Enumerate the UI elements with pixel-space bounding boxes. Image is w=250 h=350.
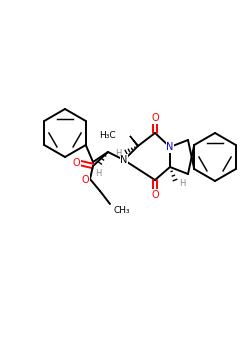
Text: H: H <box>116 148 122 158</box>
Text: N: N <box>120 155 128 165</box>
Text: H₃C: H₃C <box>100 132 116 140</box>
Text: O: O <box>72 158 80 168</box>
Text: O: O <box>151 190 159 200</box>
Text: N: N <box>166 142 174 152</box>
Text: O: O <box>81 175 89 185</box>
Polygon shape <box>130 136 138 146</box>
Text: H: H <box>95 169 101 178</box>
Text: O: O <box>151 113 159 123</box>
Text: CH₃: CH₃ <box>114 206 130 215</box>
Text: H: H <box>179 178 186 188</box>
